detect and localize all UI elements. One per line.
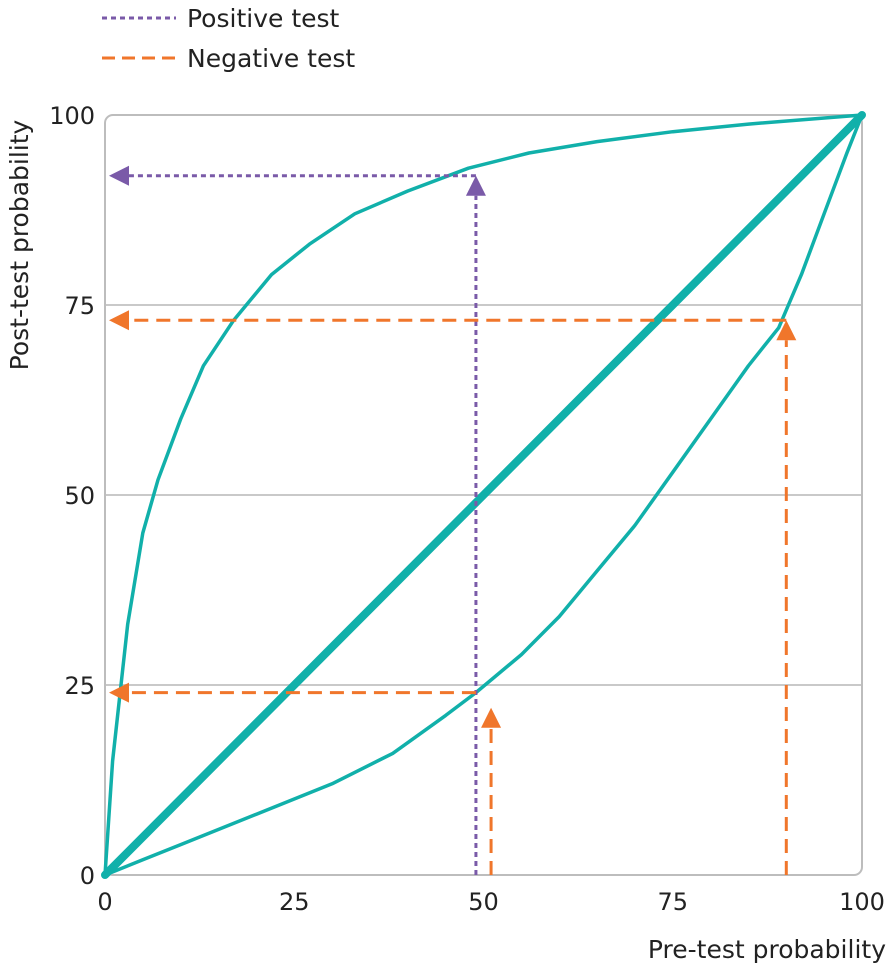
x-axis-title: Pre-test probability <box>648 935 886 964</box>
y-tick-label-2: 50 <box>64 482 95 510</box>
legend: Positive test Negative test <box>102 4 355 73</box>
x-tick-label-4: 100 <box>839 888 885 916</box>
x-tick-label-0: 0 <box>97 888 112 916</box>
x-tick-label-2: 50 <box>468 888 499 916</box>
y-axis-title: Post-test probability <box>5 119 34 370</box>
tick-labels: 0 25 50 75 100 0 25 50 75 100 <box>49 102 885 916</box>
y-tick-label-3: 75 <box>64 292 95 320</box>
curves <box>101 111 866 879</box>
arrow-left-1-head <box>109 310 129 331</box>
arrow-up-0-head <box>465 175 486 196</box>
plot-area <box>104 114 863 876</box>
legend-label-negative: Negative test <box>187 44 355 73</box>
arrow-left-0-head <box>109 165 129 186</box>
arrow-up-2-head <box>481 707 502 728</box>
x-tick-label-3: 75 <box>657 888 688 916</box>
annotation-arrows <box>109 165 797 875</box>
arrow-up-1-head <box>776 320 797 341</box>
arrow-up-1 <box>776 320 797 875</box>
arrow-left-0 <box>109 165 476 186</box>
x-tick-label-1: 25 <box>279 888 310 916</box>
arrow-up-2 <box>481 707 502 875</box>
arrow-up-0 <box>465 175 486 875</box>
y-tick-label-0: 0 <box>80 862 95 890</box>
arrow-left-2-head <box>109 682 129 703</box>
curve-1 <box>101 111 866 879</box>
plot-border <box>104 114 863 876</box>
curve-2 <box>103 113 864 877</box>
arrow-left-1 <box>109 310 787 331</box>
y-tick-label-4: 100 <box>49 102 95 130</box>
y-tick-label-1: 25 <box>64 672 95 700</box>
legend-label-positive: Positive test <box>187 4 340 33</box>
curve-0 <box>103 113 864 877</box>
arrow-left-2 <box>109 682 476 703</box>
